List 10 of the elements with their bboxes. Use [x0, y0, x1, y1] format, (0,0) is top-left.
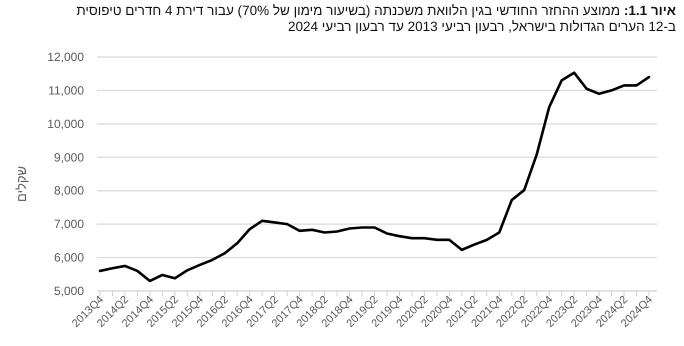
y-tick-label: 10,000 [47, 116, 84, 131]
y-tick-label: 12,000 [47, 50, 84, 64]
chart-title: איור 1.1: ממוצע ההחזר החודשי בגין הלוואת משכנתה (בשיעור מימון של 70%) עבור דירת 4 חדרים טיפוסית ב-12 הערים הגדולות בישראל, רבעון רביעי 2013 עד רבעון רביעי 2024 [76, 3, 676, 34]
y-tick-label: 6,000 [54, 250, 84, 265]
y-tick-label: 9,000 [54, 150, 84, 164]
y-tick-label: 11,000 [48, 83, 84, 98]
y-tick-label: 8,000 [54, 184, 84, 198]
y-axis-title: שקלים [14, 166, 29, 202]
y-tick-label: 7,000 [54, 217, 84, 232]
y-tick-label: 5,000 [54, 284, 84, 298]
